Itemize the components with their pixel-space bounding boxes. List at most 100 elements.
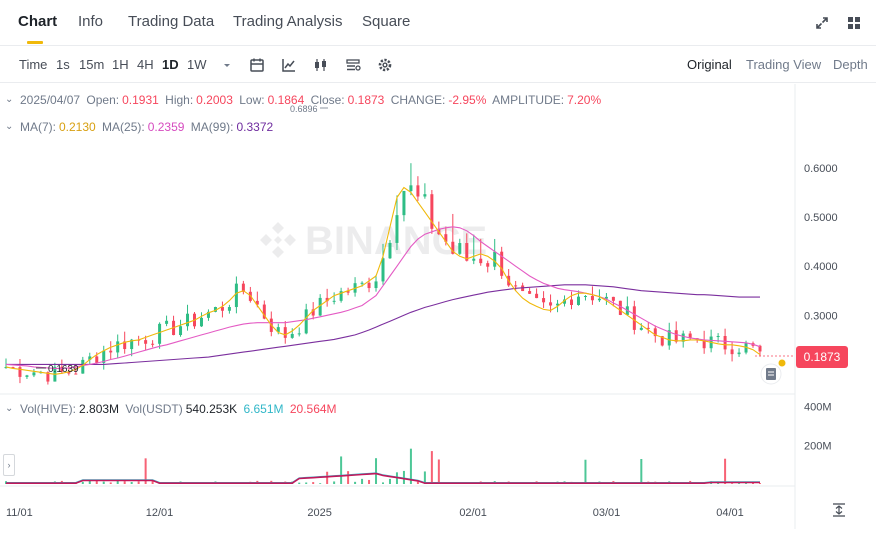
volume-bar — [402, 470, 405, 484]
volume-bar — [130, 482, 133, 484]
candle-body — [213, 307, 217, 312]
candle-body — [681, 333, 685, 342]
vol-legend-toggle-icon[interactable]: ⌄ — [5, 403, 14, 414]
candle-body — [11, 367, 15, 369]
volume-bar — [745, 483, 748, 484]
volume-bar — [144, 458, 147, 484]
y-tick-label: 0.6000 — [804, 163, 838, 175]
grid-icon[interactable] — [847, 16, 861, 30]
candle-body — [737, 352, 741, 355]
candle-body — [25, 375, 29, 377]
layout-icon[interactable] — [345, 57, 361, 73]
interval-1s[interactable]: 1s — [56, 57, 70, 72]
candle-body — [95, 356, 99, 363]
fullscreen-icon[interactable] — [815, 16, 829, 30]
view-depth[interactable]: Depth — [833, 57, 868, 72]
volume-bar — [416, 481, 419, 484]
high-marker: 0.6896 — [290, 104, 328, 114]
x-tick-label: 04/01 — [716, 507, 744, 519]
candle-body — [367, 282, 371, 289]
candle-body — [283, 327, 287, 338]
candle-body — [4, 367, 8, 369]
candle-body — [653, 328, 657, 337]
volume-bar — [423, 471, 426, 484]
current-price-badge: 0.1873 — [796, 346, 848, 368]
ma-legend-toggle-icon[interactable]: ⌄ — [5, 121, 14, 132]
legend-ma99: 0.3372 — [236, 120, 274, 134]
candle-body — [234, 283, 238, 308]
view-trading-view[interactable]: Trading View — [746, 57, 822, 72]
time-label: Time — [19, 57, 48, 72]
candles — [4, 163, 762, 385]
legend-open: 0.1931 — [122, 93, 159, 107]
interval-15m[interactable]: 15m — [79, 57, 105, 72]
interval-1h[interactable]: 1H — [112, 57, 129, 72]
candle-body — [500, 251, 504, 276]
price-chart[interactable]: BINANCE 0.6000 0.5000 0.4000 0.3000 400M 200… — [0, 84, 876, 535]
volume-bar — [116, 480, 119, 484]
candle-body — [332, 300, 336, 302]
legend-ma25: 0.2359 — [147, 120, 185, 134]
candle-body — [632, 306, 636, 330]
candle-body — [402, 190, 406, 216]
tab-info[interactable]: Info — [78, 13, 104, 30]
candle-body — [46, 372, 50, 382]
candle-body — [444, 234, 448, 242]
ma7-line — [5, 186, 761, 375]
tab-trading-data[interactable]: Trading Data — [128, 13, 215, 30]
volume-bar — [368, 479, 371, 484]
candle-type-icon[interactable] — [313, 57, 329, 73]
candle-body — [67, 371, 71, 374]
view-original[interactable]: Original — [687, 57, 732, 72]
legend-toggle-icon[interactable]: ⌄ — [5, 94, 14, 105]
interval-1d[interactable]: 1D — [162, 57, 179, 72]
tab-square[interactable]: Square — [362, 13, 411, 30]
candle-body — [360, 282, 364, 284]
candle-body — [109, 350, 113, 353]
candle-body — [416, 185, 420, 197]
collapse-icon[interactable] — [833, 503, 845, 517]
candle-body — [646, 327, 650, 329]
calendar-icon[interactable] — [249, 57, 265, 73]
legend-vol-hive: 2.803M — [79, 402, 120, 416]
indicator-icon[interactable] — [281, 57, 297, 73]
tab-trading-analysis[interactable]: Trading Analysis — [233, 13, 343, 30]
candle-body — [130, 339, 134, 350]
volume-bar — [724, 458, 727, 484]
candle-body — [102, 350, 106, 363]
volume-bars — [5, 448, 761, 484]
volume-bar — [347, 471, 350, 484]
candle-body — [179, 326, 183, 336]
candle-body — [430, 194, 434, 229]
candle-body — [563, 299, 567, 304]
legend-vol-ma2: 20.564M — [289, 402, 337, 416]
candle-body — [297, 333, 301, 335]
gear-icon[interactable] — [377, 57, 393, 73]
candle-body — [674, 330, 678, 342]
candle-body — [151, 343, 155, 345]
caret-down-icon[interactable] — [219, 57, 235, 73]
candle-body — [88, 356, 92, 360]
volume-bar — [333, 481, 336, 484]
candle-body — [186, 313, 190, 327]
candle-body — [576, 296, 580, 305]
volume-bar — [437, 459, 440, 484]
candle-body — [318, 297, 322, 316]
legend-close: 0.1873 — [347, 93, 385, 107]
interval-1w[interactable]: 1W — [187, 57, 207, 72]
volume-bar — [731, 483, 734, 484]
interval-4h[interactable]: 4H — [137, 57, 154, 72]
y-tick-label: 0.5000 — [804, 212, 838, 224]
candle-body — [32, 372, 36, 376]
candle-body — [311, 309, 315, 316]
ma-lines — [5, 186, 761, 375]
tab-chart[interactable]: Chart — [18, 13, 58, 30]
legend-amplitude: 7.20% — [567, 93, 602, 107]
candle-body — [409, 185, 413, 191]
candle-body — [542, 298, 546, 303]
expand-panel-button[interactable]: › — [3, 454, 15, 476]
candle-body — [304, 309, 308, 334]
document-icon[interactable] — [760, 359, 786, 385]
